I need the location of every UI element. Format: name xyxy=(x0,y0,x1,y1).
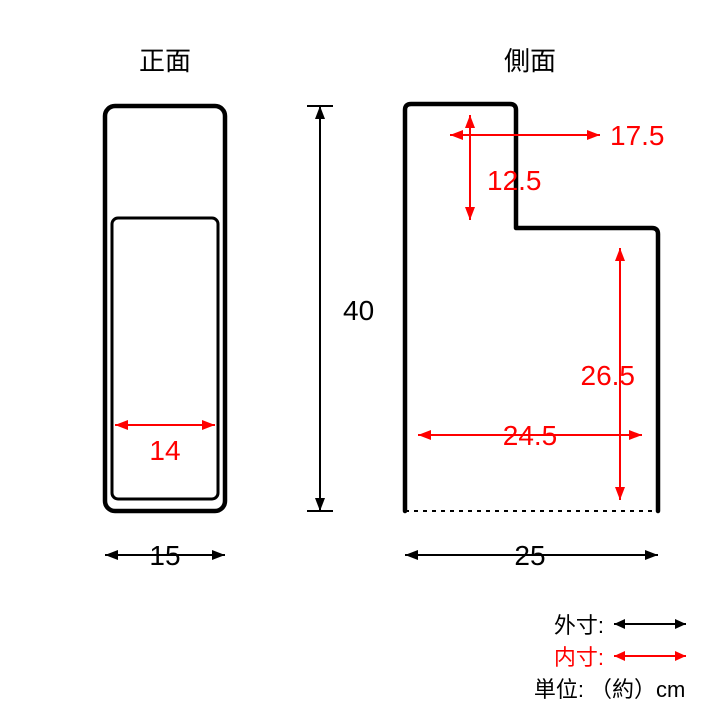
side-title: 側面 xyxy=(504,46,556,76)
side-hook-depth-dim: 17.5 xyxy=(450,120,665,151)
front-title: 正面 xyxy=(139,46,191,76)
side-outer-depth-value: 25 xyxy=(514,540,545,571)
height-value: 40 xyxy=(343,295,374,326)
side-inner-depth-dim: 24.5 xyxy=(418,420,642,451)
legend-unit-value: （約）cm xyxy=(590,672,690,704)
height-dim: 40 xyxy=(307,106,374,511)
legend-inner: 内寸: xyxy=(549,640,690,672)
legend-unit-label: 単位: xyxy=(529,672,584,704)
front-inner-width-dim: 14 xyxy=(115,420,215,466)
front-outer-width-value: 15 xyxy=(149,540,180,571)
side-hook-height-value: 12.5 xyxy=(487,165,542,196)
front-outer-width-dim: 15 xyxy=(105,540,225,571)
legend-inner-label: 内寸: xyxy=(549,640,604,672)
side-inner-height-value: 26.5 xyxy=(581,360,636,391)
side-hook-depth-value: 17.5 xyxy=(610,120,665,151)
legend-outer-icon xyxy=(610,615,690,633)
legend-unit: 単位: （約）cm xyxy=(529,672,690,704)
side-hook-height-dim: 12.5 xyxy=(465,115,542,220)
side-inner-depth-value: 24.5 xyxy=(503,420,558,451)
legend-outer: 外寸: xyxy=(549,608,690,640)
side-inner-height-dim: 26.5 xyxy=(581,248,636,500)
front-inner-width-value: 14 xyxy=(149,435,180,466)
side-outer-depth-dim: 25 xyxy=(405,540,658,571)
legend-inner-icon xyxy=(610,647,690,665)
legend-outer-label: 外寸: xyxy=(549,608,604,640)
